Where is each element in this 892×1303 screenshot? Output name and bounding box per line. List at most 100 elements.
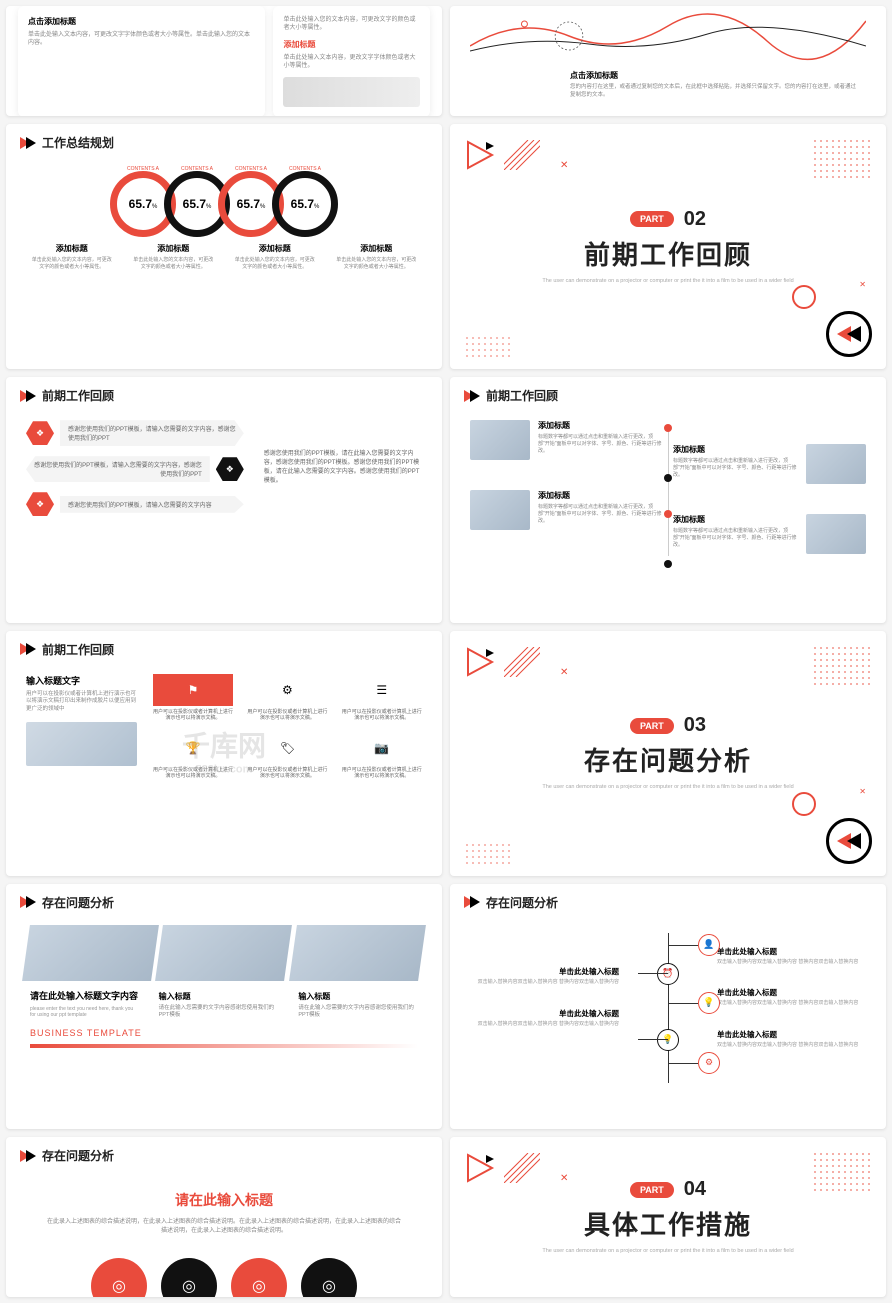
slide-title: 前期工作回顾 bbox=[42, 387, 114, 404]
placeholder-image bbox=[26, 722, 137, 766]
part-title: 存在问题分析 bbox=[584, 741, 752, 778]
triangle-decoration bbox=[466, 140, 496, 172]
gear-icon: ⚙ bbox=[698, 1052, 720, 1074]
slide-11: 存在问题分析 请在此输入标题 在此录入上述图表的综合描述说明，在此录入上述图表的… bbox=[6, 1137, 442, 1297]
feature-icon: ⚑ bbox=[153, 674, 233, 706]
slide-title: 前期工作回顾 bbox=[42, 641, 114, 658]
feature-title: 输入标题文字 bbox=[26, 674, 137, 687]
part-number: 04 bbox=[684, 1178, 706, 1201]
circle-icon: ◎ bbox=[231, 1258, 287, 1297]
diagonal-lines-decoration bbox=[504, 140, 540, 172]
feature-icon: ⚙ bbox=[247, 674, 327, 706]
item-title: 添加标题 bbox=[673, 444, 798, 455]
double-triangle-icon bbox=[20, 137, 36, 149]
feature-cell-body: 用户可以在投影仪或者计算机上进行演示也可以将演示文稿。 bbox=[247, 767, 327, 780]
col-title: 输入标题 bbox=[159, 991, 279, 1002]
circle-icon: ◎ bbox=[161, 1258, 217, 1297]
slide-10: 存在问题分析 单击此处输入标题双击输入替换内容双击输入替换内容 替换内容双击输入… bbox=[450, 884, 886, 1129]
percent-label: % bbox=[152, 204, 157, 210]
triangle-decoration bbox=[466, 647, 496, 679]
slide-4-part-divider: ✕ PART 02 前期工作回顾 The user can demonstrat… bbox=[450, 124, 886, 369]
timeline-line bbox=[668, 430, 669, 556]
percent-label: % bbox=[206, 204, 211, 210]
card-body: 单击此处输入您的文本内容，可更改文字的颜色或者大小等属性。 bbox=[283, 16, 420, 33]
double-triangle-icon bbox=[20, 896, 36, 908]
section-subtitle: please enter the text you need here, tha… bbox=[30, 1006, 139, 1018]
rewind-badge-icon bbox=[826, 311, 872, 357]
contents-label: CONTENTS A bbox=[235, 166, 267, 172]
card-title: 点击添加标题 bbox=[28, 16, 255, 27]
percent-label: % bbox=[314, 204, 319, 210]
placeholder-image bbox=[289, 925, 426, 981]
placeholder-image bbox=[283, 77, 420, 107]
item-body: 双击输入替换内容双击输入替换内容 替换内容双击输入替换内容 bbox=[470, 1021, 619, 1028]
card-body: 单击此处输入文本内容，更改文字字体颜色或者大小等属性。 bbox=[283, 54, 420, 71]
feature-cell-body: 用户可以在投影仪或者计算机上进行演示也可以将演示文稿。 bbox=[342, 767, 422, 780]
contents-label: CONTENTS A bbox=[289, 166, 321, 172]
business-template-label: BUSINESS TEMPLATE bbox=[30, 1028, 418, 1038]
diagonal-lines-decoration bbox=[504, 1153, 540, 1185]
part-number: 02 bbox=[684, 208, 706, 231]
contents-label: CONTENTS A bbox=[181, 166, 213, 172]
hexagon-icon: ❖ bbox=[26, 492, 54, 516]
slide-2: 点击添加标题 您的内容打在这里，或者通过复制您的文本后，在此框中选择粘贴，并选择… bbox=[450, 6, 886, 116]
paragraph: 感谢您使用我们的PPT模板，请在此输入您需要的文字内容，感谢您使用我们的PPT模… bbox=[264, 420, 422, 526]
card-1: 点击添加标题 单击此处输入文本内容，可更改文字字体颜色或者大小等属性。单击此输入… bbox=[18, 6, 265, 116]
placeholder-image bbox=[155, 925, 292, 981]
hexagon-icon: ❖ bbox=[216, 457, 244, 481]
col-body: 请在此输入您需要的文字内容感谢您使用我们的PPT模板 bbox=[298, 1005, 418, 1020]
x-decoration: ✕ bbox=[560, 160, 568, 171]
item-title: 单击此处输入标题 bbox=[470, 966, 619, 977]
placeholder-image bbox=[806, 444, 866, 484]
ring-desc: 单击此处输入您的文本内容，可更改文字的颜色或者大小等属性。 bbox=[132, 257, 216, 270]
feature-icon: ☰ bbox=[342, 674, 422, 706]
circle-icon: ◎ bbox=[91, 1258, 147, 1297]
feature-cell-body: 用户可以在投影仪或者计算机上进行演示也可以将演示文稿。 bbox=[153, 767, 233, 780]
item-body: 双击输入替换内容双击输入替换内容 替换内容双击输入替换内容 bbox=[470, 979, 619, 986]
item-body: 标题数字等都可以通过点击和重新输入进行更改，顶部"开始"面板中可以对字体、字号、… bbox=[538, 434, 663, 455]
double-triangle-icon bbox=[20, 643, 36, 655]
ring-desc: 单击此处输入您的文本内容，可更改文字的颜色或者大小等属性。 bbox=[30, 257, 114, 270]
timeline-dot bbox=[664, 510, 672, 518]
double-triangle-icon bbox=[464, 896, 480, 908]
part-subtitle: The user can demonstrate on a projector … bbox=[542, 784, 793, 792]
ring-title: 添加标题 bbox=[132, 243, 216, 254]
part-title: 具体工作措施 bbox=[584, 1205, 752, 1242]
item-body: 标题数字等都可以通过点击和重新输入进行更改，顶部"开始"面板中可以对字体、字号、… bbox=[538, 504, 663, 525]
feature-cell-body: 用户可以在投影仪或者计算机上进行演示也可以将演示文稿。 bbox=[153, 709, 233, 722]
percent-label: % bbox=[260, 204, 265, 210]
diagonal-lines-decoration bbox=[504, 647, 540, 679]
slide-7: 前期工作回顾 输入标题文字 用户可以在投影仪或者计算机上进行演示也可以将演示文稿… bbox=[6, 631, 442, 876]
chart-label-title: 点击添加标题 bbox=[570, 70, 856, 81]
feature-icon: 📷 bbox=[342, 732, 422, 764]
double-triangle-icon bbox=[20, 390, 36, 402]
slide-9: 存在问题分析 请在此处输入标题文字内容 please enter the tex… bbox=[6, 884, 442, 1129]
line-chart bbox=[470, 6, 866, 66]
part-badge: PART bbox=[630, 1182, 674, 1198]
dot-grid-decoration bbox=[464, 335, 514, 359]
hex-text: 感谢您使用我们的PPT模板，请输入您需要的文字内容 bbox=[60, 496, 244, 513]
dot-grid-decoration bbox=[464, 842, 514, 866]
dot-grid-decoration bbox=[812, 138, 872, 178]
ring-value: 65.7 bbox=[291, 197, 314, 211]
feature-cell-body: 用户可以在投影仪或者计算机上进行演示也可以将演示文稿。 bbox=[342, 709, 422, 722]
card-2: 单击此处输入您的文本内容，可更改文字的颜色或者大小等属性。 添加标题 单击此处输… bbox=[273, 6, 430, 116]
item-title: 单击此处输入标题 bbox=[470, 1008, 619, 1019]
circle-decoration bbox=[792, 285, 816, 309]
part-subtitle: The user can demonstrate on a projector … bbox=[542, 1248, 793, 1256]
placeholder-image bbox=[470, 490, 530, 530]
hexagon-icon: ❖ bbox=[26, 421, 54, 445]
slide-title: 存在问题分析 bbox=[42, 1147, 114, 1164]
bulb-icon: 💡 bbox=[698, 992, 720, 1014]
feature-body: 用户可以在投影仪或者计算机上进行演示也可以将演示文稿打印出来制作成胶片以便应用到… bbox=[26, 691, 137, 714]
slide-1: 点击添加标题 单击此处输入文本内容，可更改文字字体颜色或者大小等属性。单击此输入… bbox=[6, 6, 442, 116]
x-decoration: ✕ bbox=[859, 787, 866, 796]
clock-icon: ⏰ bbox=[657, 963, 679, 985]
main-title: 请在此输入标题 bbox=[6, 1190, 442, 1210]
ring-chart: CONTENTS A 65.7% bbox=[272, 171, 338, 237]
triangle-decoration bbox=[466, 1153, 496, 1185]
circle-icon: ◎ bbox=[301, 1258, 357, 1297]
main-body: 在此录入上述图表的综合描述说明，在此录入上述图表的综合描述说明。在此录入上述图表… bbox=[6, 1210, 442, 1244]
part-number: 03 bbox=[684, 714, 706, 737]
timeline-dot bbox=[664, 474, 672, 482]
